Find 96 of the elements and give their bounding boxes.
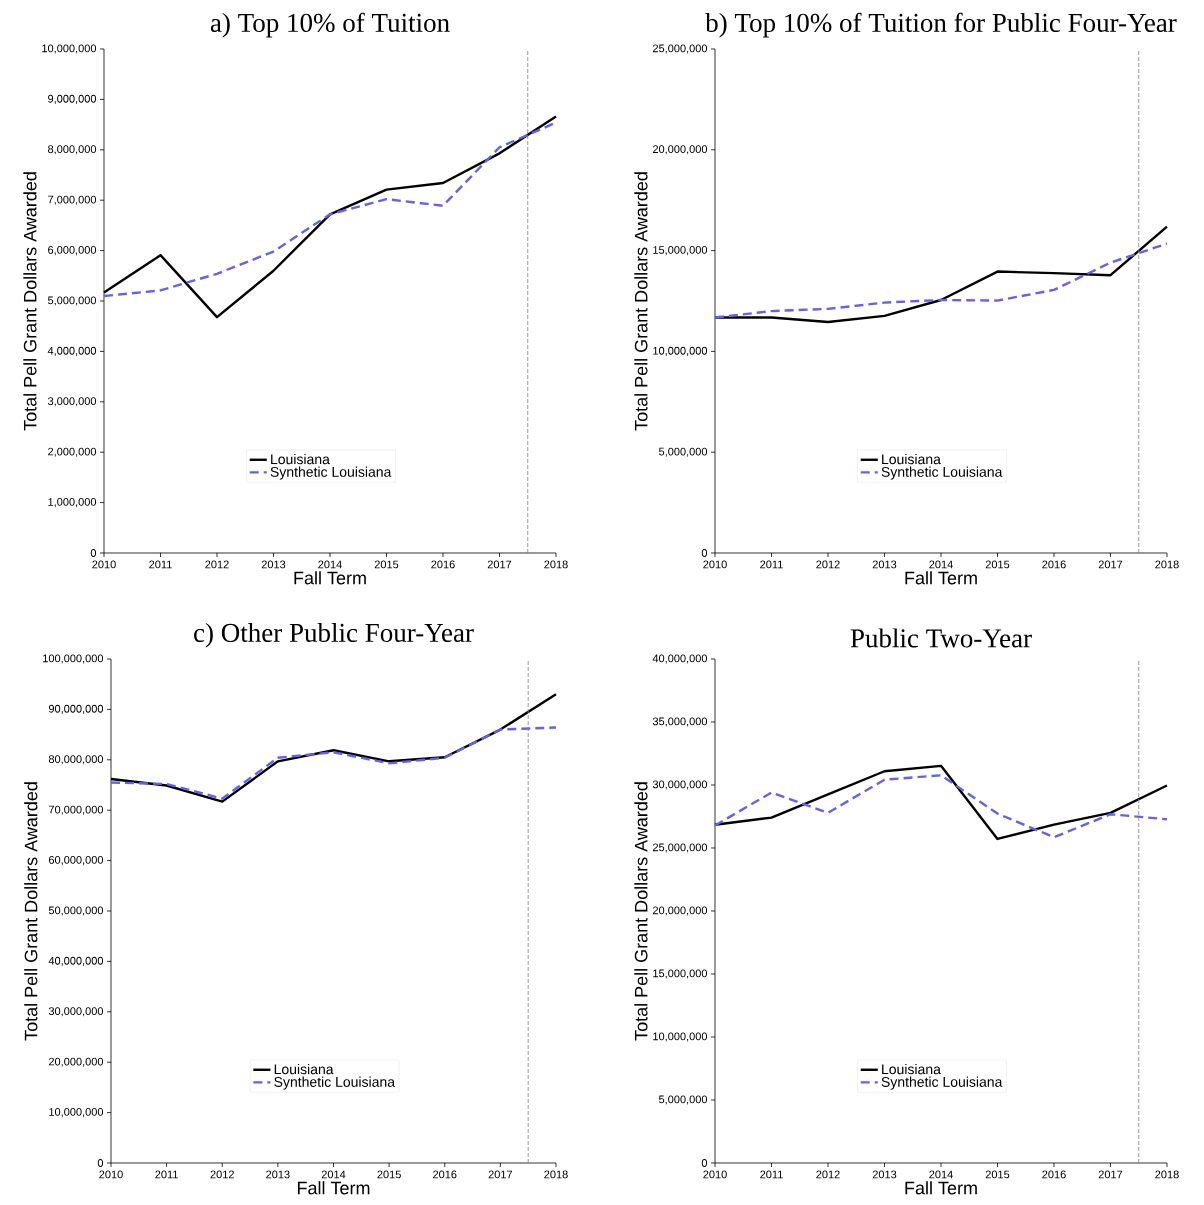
chart-title: Public Two-Year (850, 628, 1032, 648)
y-tick-label: 40,000,000 (652, 654, 708, 664)
x-tick-label: 2013 (872, 560, 897, 569)
x-tick-label: 2014 (929, 1170, 953, 1179)
y-axis-title: Total Pell Grant Dollars Awarded (634, 782, 648, 1041)
x-tick-label: 2012 (205, 560, 229, 569)
y-tick-label: 80,000,000 (48, 755, 104, 765)
y-tick-label: 0 (701, 549, 708, 557)
legend-label: Louisiana (882, 453, 941, 465)
x-tick-label: 2011 (149, 560, 172, 569)
y-tick-label: 0 (701, 1159, 708, 1167)
legend-label: Louisiana (271, 453, 330, 465)
legend-label: Synthetic Louisiana (881, 1076, 1003, 1090)
y-tick-label: 25,000,000 (652, 843, 708, 853)
y-tick-label: 20,000,000 (652, 145, 708, 155)
x-tick-label: 2015 (374, 560, 399, 569)
x-axis-title: Fall Term (297, 1181, 370, 1195)
x-tick-label: 2010 (99, 1170, 123, 1179)
y-tick-label: 7,000,000 (48, 195, 97, 205)
x-tick-label: 2012 (210, 1170, 234, 1179)
x-tick-label: 2010 (703, 560, 727, 569)
x-tick-label: 2017 (1098, 1170, 1123, 1179)
x-tick-label: 2013 (261, 560, 286, 569)
legend-label: Louisiana (882, 1063, 941, 1075)
x-tick-label: 2010 (703, 1170, 727, 1179)
y-tick-label: 20,000,000 (48, 1057, 104, 1067)
y-axis-title: Total Pell Grant Dollars Awarded (23, 172, 37, 431)
y-tick-label: 70,000,000 (48, 805, 104, 815)
x-tick-label: 2011 (760, 560, 783, 569)
x-tick-label: 2013 (872, 1170, 897, 1179)
y-tick-label: 30,000,000 (48, 1007, 104, 1017)
y-tick-label: 100,000,000 (43, 654, 104, 664)
x-axis-title: Fall Term (905, 571, 977, 585)
x-tick-label: 2013 (266, 1170, 290, 1179)
y-tick-label: 20,000,000 (652, 906, 708, 916)
y-tick-label: 40,000,000 (48, 956, 104, 966)
y-tick-label: 15,000,000 (653, 246, 708, 256)
x-tick-label: 2015 (377, 1170, 401, 1179)
y-tick-label: 5,000,000 (658, 447, 708, 457)
x-tick-label: 2015 (985, 560, 1010, 569)
y-tick-label: 90,000,000 (48, 704, 104, 714)
chart-title: c) Other Public Four-Year (194, 622, 474, 648)
x-tick-label: 2018 (544, 1170, 568, 1179)
y-tick-label: 10,000,000 (653, 346, 708, 356)
x-tick-label: 2018 (1155, 560, 1179, 569)
legend-label: Synthetic Louisiana (270, 466, 392, 480)
y-tick-label: 4,000,000 (47, 346, 97, 356)
legend-label: Synthetic Louisiana (274, 1076, 396, 1090)
x-tick-label: 2011 (760, 1170, 783, 1179)
y-tick-label: 3,000,000 (47, 397, 97, 407)
legend-label: Synthetic Louisiana (881, 466, 1003, 480)
chart-title: b) Top 10% of Tuition for Public Four-Year (705, 12, 1177, 38)
line-series (713, 774, 1169, 839)
x-tick-label: 2017 (1098, 560, 1123, 569)
y-tick-label: 5,000,000 (47, 296, 97, 306)
x-tick-label: 2010 (92, 560, 116, 569)
x-tick-label: 2016 (1042, 1170, 1066, 1179)
y-tick-label: 1,000,000 (48, 498, 97, 508)
x-tick-label: 2016 (433, 1170, 457, 1179)
y-tick-label: 0 (90, 549, 97, 557)
x-tick-label: 2018 (544, 560, 568, 569)
x-tick-label: 2016 (431, 560, 455, 569)
x-tick-label: 2014 (321, 1170, 346, 1179)
y-tick-label: 9,000,000 (48, 94, 97, 104)
y-tick-label: 15,000,000 (653, 969, 708, 979)
x-axis-title: Fall Term (905, 1181, 977, 1195)
y-tick-label: 0 (97, 1159, 104, 1167)
x-tick-label: 2012 (816, 560, 840, 569)
y-tick-label: 2,000,000 (48, 447, 97, 457)
x-tick-label: 2017 (488, 1170, 513, 1179)
y-tick-label: 6,000,000 (48, 246, 97, 256)
y-tick-label: 50,000,000 (48, 906, 104, 916)
x-tick-label: 2015 (985, 1170, 1010, 1179)
line-series (109, 726, 558, 800)
x-tick-label: 2014 (929, 560, 953, 569)
y-tick-label: 10,000,000 (42, 44, 97, 54)
y-tick-label: 25,000,000 (652, 44, 708, 54)
x-tick-label: 2011 (155, 1170, 178, 1179)
y-tick-label: 60,000,000 (48, 856, 104, 866)
x-tick-label: 2012 (816, 1170, 840, 1179)
y-tick-label: 8,000,000 (48, 145, 97, 155)
chart-title: a) Top 10% of Tuition (210, 12, 450, 38)
x-tick-label: 2014 (318, 560, 342, 569)
y-tick-label: 10,000,000 (49, 1108, 104, 1118)
y-tick-label: 30,000,000 (652, 780, 708, 790)
x-tick-label: 2018 (1155, 1170, 1179, 1179)
x-tick-label: 2016 (1042, 560, 1066, 569)
x-axis-title: Fall Term (294, 571, 366, 585)
line-series (713, 242, 1169, 319)
x-tick-label: 2017 (487, 560, 512, 569)
y-axis-title: Total Pell Grant Dollars Awarded (24, 782, 38, 1041)
legend-label: Louisiana (274, 1063, 334, 1075)
y-tick-label: 35,000,000 (652, 717, 708, 727)
y-axis-title: Total Pell Grant Dollars Awarded (634, 172, 648, 431)
y-tick-label: 5,000,000 (658, 1095, 708, 1105)
y-tick-label: 10,000,000 (653, 1032, 708, 1042)
